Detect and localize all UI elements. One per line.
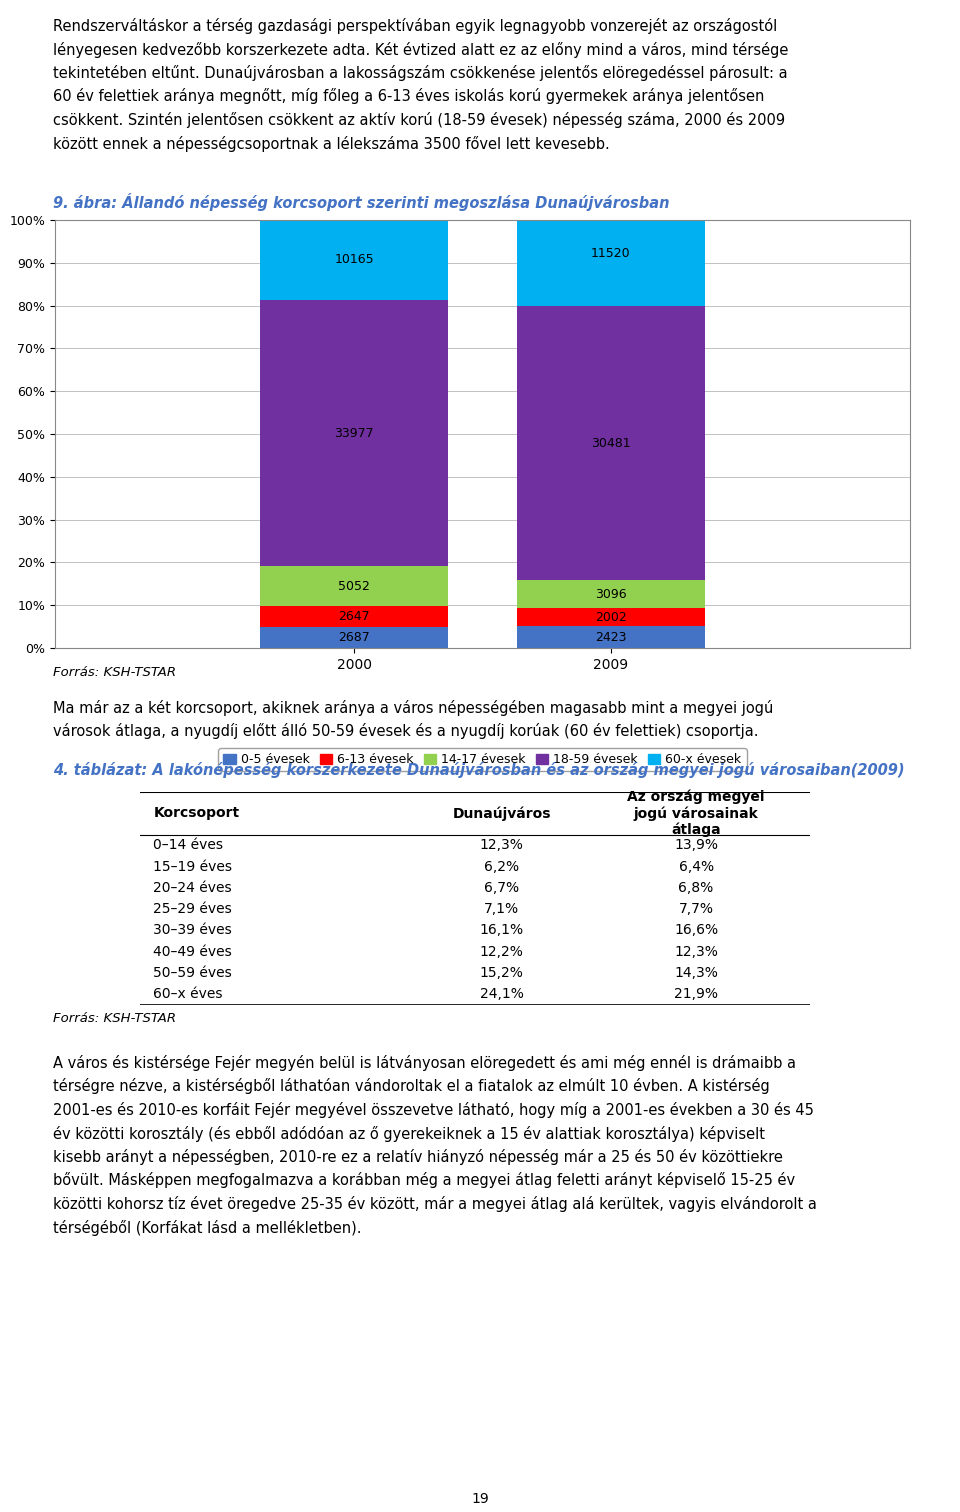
Text: 25–29 éves: 25–29 éves (154, 903, 232, 916)
Text: 6,7%: 6,7% (484, 881, 519, 895)
Bar (260, 606, 448, 627)
Text: Korcsoport: Korcsoport (154, 806, 240, 821)
Bar (516, 626, 705, 649)
Text: Forrás: KSH-TSTAR: Forrás: KSH-TSTAR (53, 1012, 176, 1025)
Text: Dunaújváros: Dunaújváros (452, 806, 551, 821)
Bar (516, 608, 705, 626)
Text: 33977: 33977 (334, 426, 374, 440)
Text: kisebb arányt a népességben, 2010-re ez a relatív hiányzó népesség már a 25 és 5: kisebb arányt a népességben, 2010-re ez … (53, 1149, 782, 1166)
Text: Rendszerváltáskor a térség gazdasági perspektívában egyik legnagyobb vonzerejét : Rendszerváltáskor a térség gazdasági per… (53, 18, 777, 33)
Text: 11520: 11520 (591, 248, 631, 260)
Text: 60 év felettiek aránya megnőtt, míg főleg a 6-13 éves iskolás korú gyermekek ará: 60 év felettiek aránya megnőtt, míg főle… (53, 89, 764, 104)
Text: 15,2%: 15,2% (480, 966, 524, 980)
Text: 19: 19 (471, 1492, 489, 1506)
Text: 9. ábra: Állandó népesség korcsoport szerinti megoszlása Dunaújvárosban: 9. ábra: Állandó népesség korcsoport sze… (53, 194, 669, 212)
Text: lényegesen kedvezőbb korszerkezete adta. Két évtized alatt ez az előny mind a vá: lényegesen kedvezőbb korszerkezete adta.… (53, 41, 788, 57)
Text: 5052: 5052 (338, 579, 371, 593)
Text: 21,9%: 21,9% (674, 987, 718, 1001)
Text: csökkent. Szintén jelentősen csökkent az aktív korú (18-59 évesek) népesség szám: csökkent. Szintén jelentősen csökkent az… (53, 112, 785, 129)
Text: 7,7%: 7,7% (679, 903, 713, 916)
Text: tekintetében eltűnt. Dunaújvárosban a lakosságszám csökkenése jelentős elöregedé: tekintetében eltűnt. Dunaújvárosban a la… (53, 65, 787, 82)
Text: 3096: 3096 (595, 588, 627, 600)
Text: 16,6%: 16,6% (674, 924, 718, 937)
Text: 12,2%: 12,2% (480, 945, 524, 959)
Text: 40–49 éves: 40–49 éves (154, 945, 232, 959)
Text: 6,8%: 6,8% (679, 881, 713, 895)
Bar (516, 581, 705, 608)
Text: 2423: 2423 (595, 631, 627, 644)
Bar (260, 221, 448, 299)
Text: 14,3%: 14,3% (674, 966, 718, 980)
Text: 6,2%: 6,2% (484, 859, 519, 874)
Text: 20–24 éves: 20–24 éves (154, 881, 232, 895)
Text: 10165: 10165 (334, 254, 374, 266)
Bar (516, 305, 705, 581)
Text: térségre nézve, a kistérségből láthatóan vándoroltak el a fiatalok az elmúlt 10 : térségre nézve, a kistérségből láthatóan… (53, 1078, 770, 1095)
Text: 2001-es és 2010-es korfáit Fejér megyével összevetve látható, hogy míg a 2001-es: 2001-es és 2010-es korfáit Fejér megyéve… (53, 1102, 814, 1117)
Legend: 0-5 évesek, 6-13 évesek, 14-17 évesek, 18-59 évesek, 60-x évesek: 0-5 évesek, 6-13 évesek, 14-17 évesek, 1… (219, 748, 747, 771)
Text: Az ország megyei
jogú városainak
átlaga: Az ország megyei jogú városainak átlaga (627, 789, 765, 838)
Text: 2002: 2002 (595, 611, 627, 623)
Text: 60–x éves: 60–x éves (154, 987, 223, 1001)
Bar (260, 627, 448, 649)
Text: 16,1%: 16,1% (480, 924, 524, 937)
Text: 6,4%: 6,4% (679, 859, 713, 874)
Text: 50–59 éves: 50–59 éves (154, 966, 232, 980)
Text: térségéből (Korfákat lásd a mellékletben).: térségéből (Korfákat lásd a mellékletben… (53, 1220, 361, 1235)
Text: 0–14 éves: 0–14 éves (154, 838, 224, 853)
Text: 15–19 éves: 15–19 éves (154, 859, 232, 874)
Text: 4. táblázat: A lakónépesség korszerkezete Dunaújvárosban és az ország megyei jog: 4. táblázat: A lakónépesség korszerkezet… (53, 762, 904, 779)
Text: 12,3%: 12,3% (674, 945, 718, 959)
Text: 30–39 éves: 30–39 éves (154, 924, 232, 937)
Text: bővült. Másképpen megfogalmazva a korábban még a megyei átlag feletti arányt kép: bővült. Másképpen megfogalmazva a korább… (53, 1172, 795, 1188)
Text: 13,9%: 13,9% (674, 838, 718, 853)
Text: A város és kistérsége Fejér megyén belül is látványosan elöregedett és ami még e: A város és kistérsége Fejér megyén belül… (53, 1055, 796, 1070)
Text: 2687: 2687 (338, 631, 371, 644)
Text: között ennek a népességcsoportnak a lélekszáma 3500 fővel lett kevesebb.: között ennek a népességcsoportnak a léle… (53, 136, 610, 151)
Text: év közötti korosztály (és ebből adódóan az ő gyerekeiknek a 15 év alattiak koros: év közötti korosztály (és ebből adódóan … (53, 1125, 765, 1142)
Text: 2647: 2647 (339, 609, 370, 623)
Bar (516, 203, 705, 305)
Text: 24,1%: 24,1% (480, 987, 524, 1001)
Bar (260, 299, 448, 567)
Text: 30481: 30481 (591, 437, 631, 449)
Text: városok átlaga, a nyugdíj előtt álló 50-59 évesek és a nyugdíj korúak (60 év fel: városok átlaga, a nyugdíj előtt álló 50-… (53, 724, 758, 739)
Text: Forrás: KSH-TSTAR: Forrás: KSH-TSTAR (53, 665, 176, 679)
Text: 12,3%: 12,3% (480, 838, 524, 853)
Text: 7,1%: 7,1% (484, 903, 519, 916)
Bar (260, 567, 448, 606)
Text: közötti kohorsz tíz évet öregedve 25-35 év között, már a megyei átlag alá került: közötti kohorsz tíz évet öregedve 25-35 … (53, 1196, 817, 1213)
Text: Ma már az a két korcsoport, akiknek aránya a város népességében magasabb mint a : Ma már az a két korcsoport, akiknek arán… (53, 700, 773, 717)
